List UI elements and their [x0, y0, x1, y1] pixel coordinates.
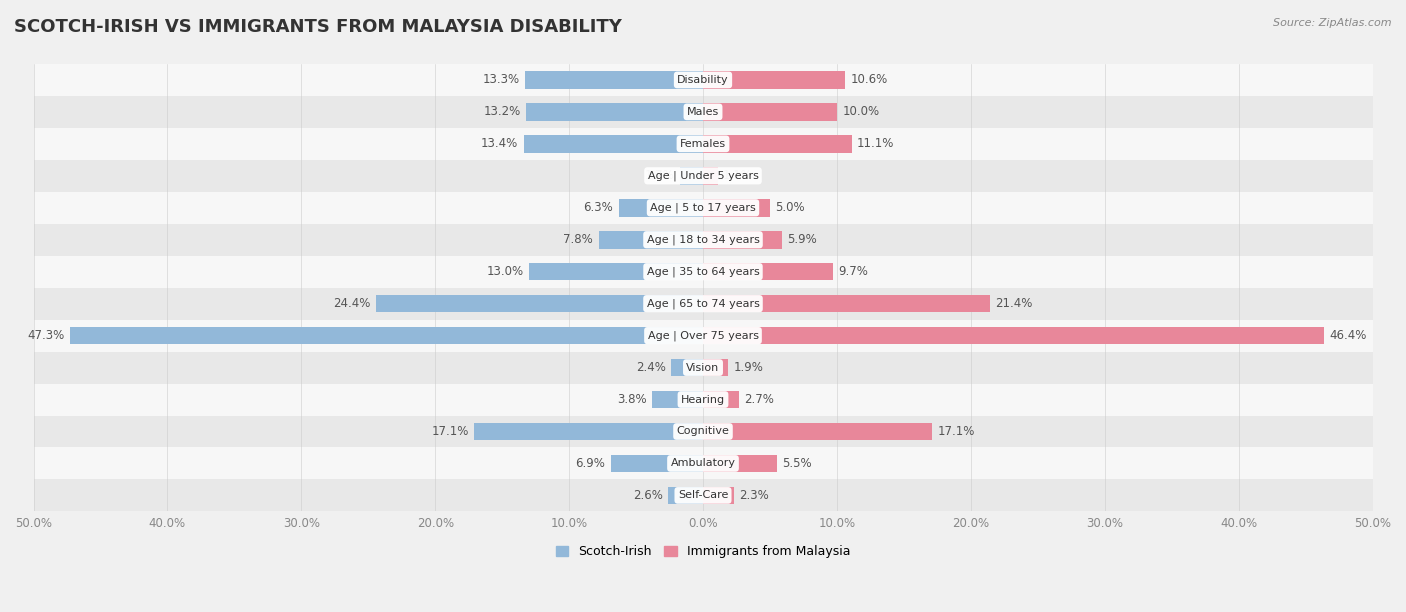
Bar: [703, 423, 932, 440]
Bar: [703, 199, 770, 217]
Text: 2.4%: 2.4%: [636, 361, 665, 374]
Text: SCOTCH-IRISH VS IMMIGRANTS FROM MALAYSIA DISABILITY: SCOTCH-IRISH VS IMMIGRANTS FROM MALAYSIA…: [14, 18, 621, 36]
Bar: [524, 71, 703, 89]
Text: 24.4%: 24.4%: [333, 297, 371, 310]
Bar: [34, 447, 1372, 479]
Text: 11.1%: 11.1%: [858, 137, 894, 151]
Text: 5.0%: 5.0%: [775, 201, 804, 214]
Text: 1.9%: 1.9%: [734, 361, 763, 374]
Text: 6.3%: 6.3%: [583, 201, 613, 214]
Bar: [668, 487, 703, 504]
Text: Age | Under 5 years: Age | Under 5 years: [648, 171, 758, 181]
Text: 3.8%: 3.8%: [617, 393, 647, 406]
Text: 17.1%: 17.1%: [432, 425, 468, 438]
Text: 21.4%: 21.4%: [995, 297, 1032, 310]
Bar: [681, 167, 703, 185]
Text: Females: Females: [681, 139, 725, 149]
Bar: [671, 359, 703, 376]
Text: Cognitive: Cognitive: [676, 427, 730, 436]
Bar: [70, 327, 703, 345]
Text: 5.9%: 5.9%: [787, 233, 817, 246]
Text: Age | 65 to 74 years: Age | 65 to 74 years: [647, 299, 759, 309]
Bar: [703, 359, 728, 376]
Text: Hearing: Hearing: [681, 395, 725, 405]
Bar: [34, 128, 1372, 160]
Bar: [34, 351, 1372, 384]
Text: 5.5%: 5.5%: [782, 457, 811, 470]
Bar: [599, 231, 703, 248]
Bar: [703, 487, 734, 504]
Bar: [34, 384, 1372, 416]
Bar: [652, 390, 703, 408]
Text: Males: Males: [688, 107, 718, 117]
Text: Vision: Vision: [686, 362, 720, 373]
Text: Source: ZipAtlas.com: Source: ZipAtlas.com: [1274, 18, 1392, 28]
Bar: [34, 64, 1372, 96]
Text: 17.1%: 17.1%: [938, 425, 974, 438]
Bar: [703, 263, 832, 280]
Bar: [34, 192, 1372, 224]
Text: Age | 5 to 17 years: Age | 5 to 17 years: [650, 203, 756, 213]
Bar: [703, 295, 990, 313]
Bar: [703, 390, 740, 408]
Text: 13.2%: 13.2%: [484, 105, 520, 118]
Text: 10.0%: 10.0%: [842, 105, 879, 118]
Bar: [34, 479, 1372, 512]
Text: 2.3%: 2.3%: [740, 489, 769, 502]
Text: 2.7%: 2.7%: [745, 393, 775, 406]
Bar: [34, 160, 1372, 192]
Bar: [619, 199, 703, 217]
Bar: [34, 224, 1372, 256]
Bar: [529, 263, 703, 280]
Text: Age | 35 to 64 years: Age | 35 to 64 years: [647, 266, 759, 277]
Bar: [526, 103, 703, 121]
Bar: [703, 71, 845, 89]
Bar: [703, 167, 717, 185]
Text: 47.3%: 47.3%: [27, 329, 65, 342]
Text: Ambulatory: Ambulatory: [671, 458, 735, 468]
Text: 1.7%: 1.7%: [645, 170, 675, 182]
Text: 9.7%: 9.7%: [838, 265, 868, 278]
Bar: [34, 256, 1372, 288]
Bar: [703, 327, 1324, 345]
Text: 10.6%: 10.6%: [851, 73, 887, 86]
Text: Self-Care: Self-Care: [678, 490, 728, 501]
Text: Age | 18 to 34 years: Age | 18 to 34 years: [647, 234, 759, 245]
Bar: [703, 135, 852, 152]
Bar: [474, 423, 703, 440]
Bar: [523, 135, 703, 152]
Bar: [703, 231, 782, 248]
Bar: [34, 288, 1372, 319]
Text: 13.3%: 13.3%: [482, 73, 520, 86]
Text: Age | Over 75 years: Age | Over 75 years: [648, 330, 758, 341]
Text: 1.1%: 1.1%: [723, 170, 754, 182]
Text: 13.0%: 13.0%: [486, 265, 523, 278]
Text: 46.4%: 46.4%: [1330, 329, 1367, 342]
Legend: Scotch-Irish, Immigrants from Malaysia: Scotch-Irish, Immigrants from Malaysia: [551, 540, 855, 563]
Bar: [34, 319, 1372, 351]
Bar: [610, 455, 703, 472]
Text: 2.6%: 2.6%: [633, 489, 662, 502]
Bar: [34, 416, 1372, 447]
Bar: [377, 295, 703, 313]
Bar: [703, 455, 776, 472]
Text: 7.8%: 7.8%: [564, 233, 593, 246]
Bar: [703, 103, 837, 121]
Text: Disability: Disability: [678, 75, 728, 85]
Bar: [34, 96, 1372, 128]
Text: 13.4%: 13.4%: [481, 137, 519, 151]
Text: 6.9%: 6.9%: [575, 457, 605, 470]
